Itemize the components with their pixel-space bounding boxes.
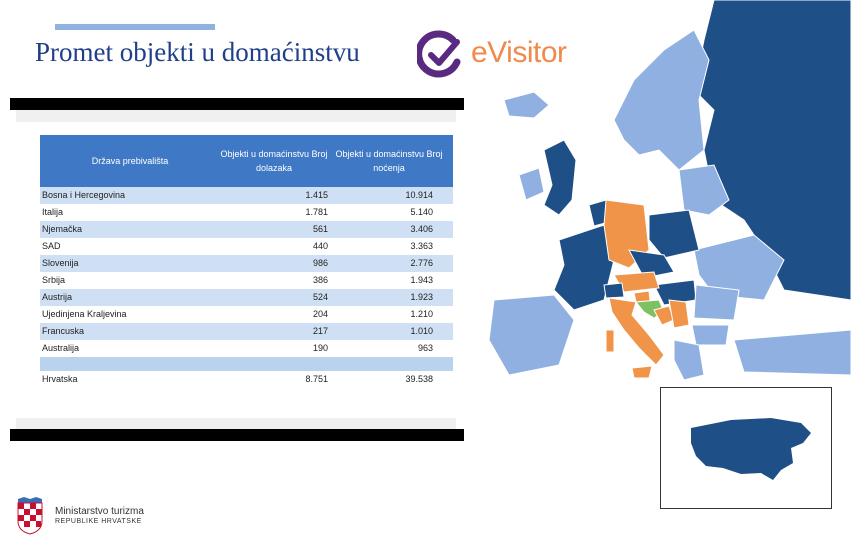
cell-arrivals: 204 [312, 309, 328, 319]
table-row: Njemačka 561 3.406 [40, 221, 453, 238]
page-title: Promet objekti u domaćinstvu [35, 37, 360, 67]
table-row: Slovenija 986 2.776 [40, 255, 453, 272]
map-region-bulgaria [691, 324, 730, 346]
map-region-switzerland [603, 282, 625, 299]
cell-nights: 963 [417, 343, 433, 353]
cell-country: Bosna i Hercegovina [42, 190, 126, 200]
evisitor-check-icon [417, 30, 461, 78]
table-top-bar [10, 98, 464, 110]
header-arrivals: Objekti u domaćinstvu Broj dolazaka [220, 149, 328, 173]
table-row: Bosna i Hercegovina 1.415 10.914 [40, 187, 453, 204]
map-region-france [553, 224, 615, 311]
map-region-italy [608, 297, 665, 366]
cell-country: Slovenija [42, 258, 79, 268]
total-nights: 39.538 [405, 374, 433, 384]
map-region-greece [673, 339, 705, 381]
table-bottom-strip [16, 418, 456, 429]
table-total-row: Hrvatska 8.751 39.538 [40, 371, 453, 388]
stats-table: Država prebivališta Objekti u domaćinstv… [40, 135, 453, 388]
table-spacer-row [40, 357, 453, 371]
cell-nights: 3.406 [410, 224, 433, 234]
title-accent-bar [55, 24, 215, 30]
cell-country: Francuska [42, 326, 85, 336]
cell-country: Srbija [42, 275, 66, 285]
map-region-turkey [733, 329, 851, 376]
table-top-strip [16, 110, 456, 122]
cell-nights: 2.776 [410, 258, 433, 268]
map-region-sardinia [605, 329, 615, 353]
cell-country: Australija [42, 343, 80, 353]
usa-inset-box [660, 387, 832, 509]
map-region-iberia [488, 294, 575, 376]
cell-nights: 1.010 [410, 326, 433, 336]
cell-nights: 10.914 [405, 190, 433, 200]
cell-country: Austrija [42, 292, 73, 302]
map-region-serbia [668, 299, 690, 329]
map-region-slovenia [633, 290, 651, 303]
cell-nights: 1.923 [410, 292, 433, 302]
map-region-sicily [631, 365, 653, 379]
ministry-logo: Ministarstvo turizma REPUBLIKE HRVATSKE [15, 495, 155, 535]
europe-map [488, 0, 851, 381]
cell-arrivals: 1.415 [305, 190, 328, 200]
cell-nights: 3.363 [410, 241, 433, 251]
cell-country: Njemačka [42, 224, 83, 234]
total-country: Hrvatska [42, 374, 78, 384]
map-region-romania [693, 284, 740, 321]
map-region-baltics [678, 164, 730, 216]
ministry-subtitle: REPUBLIKE HRVATSKE [55, 518, 142, 525]
cell-arrivals: 1.781 [305, 207, 328, 217]
cell-country: Ujedinjena Kraljevina [42, 309, 127, 319]
ministry-name: Ministarstvo turizma [55, 506, 144, 517]
cell-nights: 5.140 [410, 207, 433, 217]
cell-arrivals: 217 [312, 326, 328, 336]
table-row: Ujedinjena Kraljevina 204 1.210 [40, 306, 453, 323]
map-region-poland [648, 209, 700, 259]
header-country: Država prebivališta [91, 156, 169, 166]
table-row: Austrija 524 1.923 [40, 289, 453, 306]
evisitor-logo-text: eVisitor [471, 36, 567, 69]
map-region-ukraine [693, 234, 785, 301]
table-row: Italija 1.781 5.140 [40, 204, 453, 221]
cell-nights: 1.210 [410, 309, 433, 319]
map-region-iceland [503, 91, 550, 119]
cell-arrivals: 986 [312, 258, 328, 268]
cell-arrivals: 190 [312, 343, 328, 353]
map-region-ireland [518, 167, 545, 201]
map-region-czechia [628, 249, 675, 279]
total-arrivals: 8.751 [305, 374, 328, 384]
cell-arrivals: 561 [312, 224, 328, 234]
table-row: Francuska 217 1.010 [40, 323, 453, 340]
cell-arrivals: 440 [312, 241, 328, 251]
croatian-coat-of-arms-icon [17, 497, 43, 535]
map-region-uk [543, 139, 577, 216]
table-row: Australija 190 963 [40, 340, 453, 357]
table-row: Srbija 386 1.943 [40, 272, 453, 289]
cell-country: Italija [42, 207, 64, 217]
map-region-scandinavia [613, 29, 710, 171]
table-bottom-bar [10, 429, 464, 441]
cell-country: SAD [42, 241, 61, 251]
table-row: SAD 440 3.363 [40, 238, 453, 255]
cell-nights: 1.943 [410, 275, 433, 285]
cell-arrivals: 386 [312, 275, 328, 285]
usa-map [691, 418, 811, 480]
evisitor-logo: eVisitor [417, 30, 577, 80]
table-header: Država prebivališta Objekti u domaćinstv… [40, 135, 453, 187]
cell-arrivals: 524 [312, 292, 328, 302]
header-nights: Objekti u domaćinstvu Broj noćenja [335, 149, 443, 173]
